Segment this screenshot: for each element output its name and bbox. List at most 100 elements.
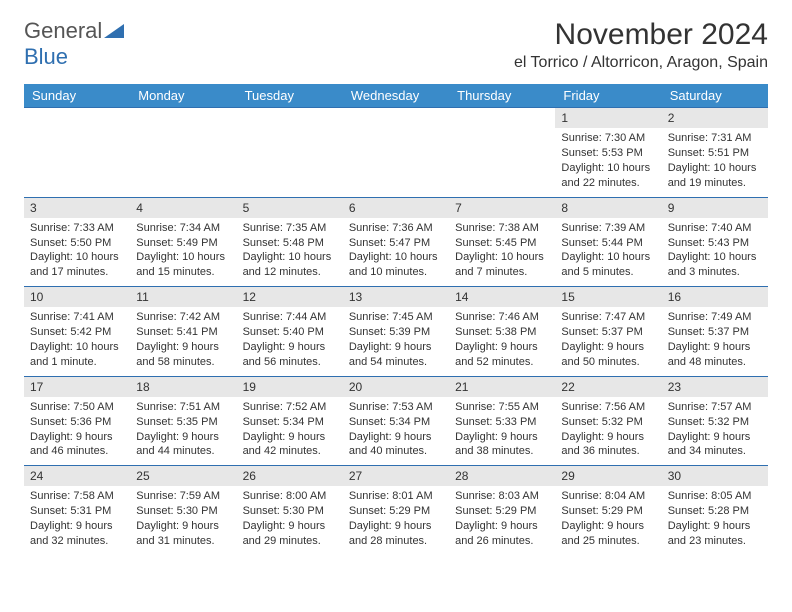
day-sunset: Sunset: 5:32 PM [561, 415, 655, 430]
day-number: 21 [449, 377, 555, 397]
day-number: 28 [449, 466, 555, 486]
day-sunrise: Sunrise: 7:58 AM [30, 489, 124, 504]
day-content: Sunrise: 7:38 AMSunset: 5:45 PMDaylight:… [449, 218, 555, 286]
day-content: Sunrise: 8:03 AMSunset: 5:29 PMDaylight:… [449, 486, 555, 554]
logo-triangle-icon [104, 24, 124, 38]
calendar-day-cell: 25Sunrise: 7:59 AMSunset: 5:30 PMDayligh… [130, 466, 236, 555]
day-content: Sunrise: 7:30 AMSunset: 5:53 PMDaylight:… [555, 128, 661, 196]
day-number: 4 [130, 198, 236, 218]
day-daylight: Daylight: 9 hours and 29 minutes. [243, 519, 337, 549]
day-content: Sunrise: 7:36 AMSunset: 5:47 PMDaylight:… [343, 218, 449, 286]
day-sunrise: Sunrise: 7:51 AM [136, 400, 230, 415]
calendar-day-cell: 27Sunrise: 8:01 AMSunset: 5:29 PMDayligh… [343, 466, 449, 555]
day-sunrise: Sunrise: 7:56 AM [561, 400, 655, 415]
day-sunset: Sunset: 5:34 PM [349, 415, 443, 430]
calendar-day-cell: 9Sunrise: 7:40 AMSunset: 5:43 PMDaylight… [662, 197, 768, 287]
calendar-day-cell [237, 108, 343, 198]
day-sunset: Sunset: 5:36 PM [30, 415, 124, 430]
day-number: 13 [343, 287, 449, 307]
day-daylight: Daylight: 9 hours and 32 minutes. [30, 519, 124, 549]
calendar-day-cell: 4Sunrise: 7:34 AMSunset: 5:49 PMDaylight… [130, 197, 236, 287]
day-sunset: Sunset: 5:53 PM [561, 146, 655, 161]
day-sunrise: Sunrise: 7:57 AM [668, 400, 762, 415]
day-number: 9 [662, 198, 768, 218]
day-number: 19 [237, 377, 343, 397]
day-daylight: Daylight: 9 hours and 38 minutes. [455, 430, 549, 460]
calendar-day-cell: 7Sunrise: 7:38 AMSunset: 5:45 PMDaylight… [449, 197, 555, 287]
calendar-day-cell: 24Sunrise: 7:58 AMSunset: 5:31 PMDayligh… [24, 466, 130, 555]
day-sunset: Sunset: 5:41 PM [136, 325, 230, 340]
day-sunset: Sunset: 5:50 PM [30, 236, 124, 251]
day-daylight: Daylight: 10 hours and 5 minutes. [561, 250, 655, 280]
day-number: 26 [237, 466, 343, 486]
day-sunset: Sunset: 5:37 PM [561, 325, 655, 340]
title-block: November 2024 el Torrico / Altorricon, A… [514, 18, 768, 72]
day-sunrise: Sunrise: 7:59 AM [136, 489, 230, 504]
day-sunset: Sunset: 5:42 PM [30, 325, 124, 340]
day-daylight: Daylight: 9 hours and 52 minutes. [455, 340, 549, 370]
day-sunrise: Sunrise: 8:00 AM [243, 489, 337, 504]
calendar-day-cell: 1Sunrise: 7:30 AMSunset: 5:53 PMDaylight… [555, 108, 661, 198]
day-sunrise: Sunrise: 7:44 AM [243, 310, 337, 325]
weekday-header: Thursday [449, 84, 555, 108]
day-sunset: Sunset: 5:30 PM [243, 504, 337, 519]
calendar-day-cell: 20Sunrise: 7:53 AMSunset: 5:34 PMDayligh… [343, 376, 449, 466]
weekday-header: Wednesday [343, 84, 449, 108]
calendar-day-cell: 19Sunrise: 7:52 AMSunset: 5:34 PMDayligh… [237, 376, 343, 466]
day-content: Sunrise: 7:52 AMSunset: 5:34 PMDaylight:… [237, 397, 343, 465]
weekday-header: Friday [555, 84, 661, 108]
day-sunrise: Sunrise: 8:05 AM [668, 489, 762, 504]
day-sunset: Sunset: 5:45 PM [455, 236, 549, 251]
day-content: Sunrise: 7:40 AMSunset: 5:43 PMDaylight:… [662, 218, 768, 286]
day-content: Sunrise: 7:53 AMSunset: 5:34 PMDaylight:… [343, 397, 449, 465]
day-sunset: Sunset: 5:35 PM [136, 415, 230, 430]
calendar-day-cell: 6Sunrise: 7:36 AMSunset: 5:47 PMDaylight… [343, 197, 449, 287]
day-sunset: Sunset: 5:38 PM [455, 325, 549, 340]
calendar-table: Sunday Monday Tuesday Wednesday Thursday… [24, 84, 768, 555]
day-daylight: Daylight: 9 hours and 31 minutes. [136, 519, 230, 549]
day-daylight: Daylight: 10 hours and 3 minutes. [668, 250, 762, 280]
calendar-day-cell [343, 108, 449, 198]
day-number: 22 [555, 377, 661, 397]
day-number: 11 [130, 287, 236, 307]
calendar-day-cell: 13Sunrise: 7:45 AMSunset: 5:39 PMDayligh… [343, 287, 449, 377]
calendar-day-cell: 30Sunrise: 8:05 AMSunset: 5:28 PMDayligh… [662, 466, 768, 555]
day-sunrise: Sunrise: 8:03 AM [455, 489, 549, 504]
weekday-header-row: Sunday Monday Tuesday Wednesday Thursday… [24, 84, 768, 108]
calendar-day-cell: 10Sunrise: 7:41 AMSunset: 5:42 PMDayligh… [24, 287, 130, 377]
day-number: 16 [662, 287, 768, 307]
day-daylight: Daylight: 10 hours and 1 minute. [30, 340, 124, 370]
day-sunrise: Sunrise: 7:53 AM [349, 400, 443, 415]
day-sunrise: Sunrise: 7:49 AM [668, 310, 762, 325]
day-sunrise: Sunrise: 8:01 AM [349, 489, 443, 504]
day-sunset: Sunset: 5:33 PM [455, 415, 549, 430]
day-sunset: Sunset: 5:30 PM [136, 504, 230, 519]
day-sunset: Sunset: 5:29 PM [349, 504, 443, 519]
day-number: 1 [555, 108, 661, 128]
day-sunrise: Sunrise: 7:33 AM [30, 221, 124, 236]
calendar-day-cell: 15Sunrise: 7:47 AMSunset: 5:37 PMDayligh… [555, 287, 661, 377]
weekday-header: Sunday [24, 84, 130, 108]
day-sunrise: Sunrise: 7:35 AM [243, 221, 337, 236]
day-sunset: Sunset: 5:44 PM [561, 236, 655, 251]
calendar-day-cell [130, 108, 236, 198]
logo: General Blue [24, 18, 124, 70]
calendar-week-row: 17Sunrise: 7:50 AMSunset: 5:36 PMDayligh… [24, 376, 768, 466]
calendar-day-cell: 29Sunrise: 8:04 AMSunset: 5:29 PMDayligh… [555, 466, 661, 555]
day-daylight: Daylight: 10 hours and 10 minutes. [349, 250, 443, 280]
day-daylight: Daylight: 9 hours and 46 minutes. [30, 430, 124, 460]
day-content: Sunrise: 7:55 AMSunset: 5:33 PMDaylight:… [449, 397, 555, 465]
calendar-day-cell: 23Sunrise: 7:57 AMSunset: 5:32 PMDayligh… [662, 376, 768, 466]
day-daylight: Daylight: 10 hours and 15 minutes. [136, 250, 230, 280]
calendar-day-cell [449, 108, 555, 198]
day-sunrise: Sunrise: 7:50 AM [30, 400, 124, 415]
day-number: 23 [662, 377, 768, 397]
day-daylight: Daylight: 9 hours and 28 minutes. [349, 519, 443, 549]
day-number: 30 [662, 466, 768, 486]
day-sunset: Sunset: 5:34 PM [243, 415, 337, 430]
calendar-day-cell: 18Sunrise: 7:51 AMSunset: 5:35 PMDayligh… [130, 376, 236, 466]
day-sunrise: Sunrise: 7:42 AM [136, 310, 230, 325]
day-content: Sunrise: 7:50 AMSunset: 5:36 PMDaylight:… [24, 397, 130, 465]
day-content: Sunrise: 7:31 AMSunset: 5:51 PMDaylight:… [662, 128, 768, 196]
day-sunrise: Sunrise: 7:30 AM [561, 131, 655, 146]
